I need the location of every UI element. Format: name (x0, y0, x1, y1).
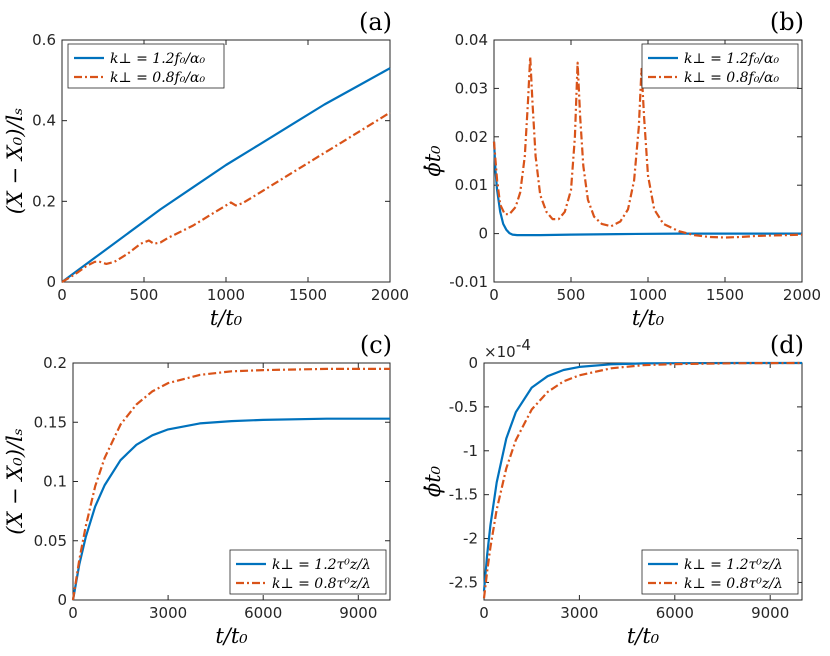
y-tick-label: 0.05 (34, 532, 67, 550)
y-tick-label: -1.5 (449, 486, 478, 504)
y-tick-label: 0.01 (455, 176, 488, 194)
y-tick-label: 0 (468, 354, 478, 372)
panel-label: (c) (360, 331, 392, 359)
x-tick-label: 1500 (706, 286, 744, 304)
x-axis-label: t/t₀ (215, 624, 248, 648)
y-tick-label: 0.15 (34, 413, 67, 431)
legend-box (67, 43, 225, 89)
y-tick-label: 0.02 (455, 128, 488, 146)
y-tick-label: -0.01 (449, 273, 488, 291)
x-tick-label: 3000 (560, 604, 598, 622)
panel-label: (b) (770, 8, 804, 36)
legend-label-2: k⊥ = 0.8f₀/α₀ (684, 70, 780, 86)
series-line-1 (71, 417, 390, 601)
y-tick-label: -2 (463, 530, 478, 548)
x-tick-label: 9000 (751, 604, 789, 622)
legend-label-2: k⊥ = 0.8f₀/α₀ (110, 70, 206, 86)
series-line-2 (482, 361, 803, 599)
panel-a: 0 500 1000 1500 2000 0 0.2 0.4 0.6 t/t₀ (X − X₀)/l… (3, 8, 409, 330)
y-tick-label: -1 (463, 442, 478, 460)
legend-label-1: k⊥ = 1.2f₀/α₀ (684, 51, 780, 67)
legend-box (229, 549, 387, 595)
x-tick-label: 1000 (207, 286, 245, 304)
x-tick-label: 0 (489, 286, 499, 304)
y-multiplier: ×10 (484, 343, 516, 361)
panel-b: 0 500 1000 1500 2000-0.0100.010.020.030.04t/… (421, 8, 821, 330)
y-tick-label: 0 (46, 273, 56, 291)
y-tick-label: 0.1 (43, 473, 67, 491)
x-axis-label: t/t₀ (210, 306, 243, 330)
panel-d: 0 3000 6000 9000 -2.5 -2 -1.5 -1 -0.5 0 t/t₀ ϕ̇t₀ (d… (421, 331, 804, 648)
y-tick-label: -0.5 (449, 398, 478, 416)
x-axis-label: t/t₀ (627, 624, 660, 648)
series-line-1 (482, 361, 802, 592)
x-tick-label: 9000 (339, 604, 377, 622)
legend: k⊥ = 1.2τ⁰z/λ k⊥ = 0.8τ⁰z/λ (229, 549, 387, 595)
y-axis-label: ϕ̇t₀ (421, 145, 445, 177)
y-tick-label: 0.2 (32, 192, 56, 210)
x-tick-label: 1500 (289, 286, 327, 304)
panel-c: 0 3000 6000 9000 0 0.05 0.1 0.15 0.2 t/t₀ (X − X₀)… (3, 331, 392, 648)
y-tick-label: 0.6 (32, 31, 56, 49)
y-tick-label: 0.03 (455, 79, 488, 97)
legend-label-2: k⊥ = 0.8τ⁰z/λ (272, 576, 371, 592)
series-line-1 (61, 67, 391, 283)
legend: k⊥ = 1.2f₀/α₀ k⊥ = 0.8f₀/α₀ (67, 43, 225, 89)
series-line-2 (61, 111, 391, 283)
x-tick-label: 0 (68, 604, 78, 622)
x-axis-label: t/t₀ (632, 306, 665, 330)
x-tick-label: 6000 (656, 604, 694, 622)
x-tick-label: 2000 (783, 286, 821, 304)
y-axis-label: ϕ̇t₀ (421, 465, 445, 497)
y-tick-label: -2.5 (449, 573, 478, 591)
series-line-2 (71, 367, 390, 601)
legend-label-1: k⊥ = 1.2τ⁰z/λ (272, 557, 371, 573)
y-tick-label: 0 (57, 591, 67, 609)
y-tick-label: 0.4 (32, 112, 56, 130)
y-axis-label: (X − X₀)/lₛ (3, 428, 27, 535)
legend-label-1: k⊥ = 1.2τ⁰z/λ (684, 557, 783, 573)
y-tick-label: 0.04 (455, 31, 488, 49)
legend-label-1: k⊥ = 1.2f₀/α₀ (110, 51, 206, 67)
series-line-2 (492, 55, 803, 239)
x-tick-label: 2000 (371, 286, 409, 304)
legend-label-2: k⊥ = 0.8τ⁰z/λ (684, 576, 783, 592)
legend: k⊥ = 1.2τ⁰z/λ k⊥ = 0.8τ⁰z/λ (641, 549, 799, 595)
panel-label: (d) (770, 331, 804, 359)
y-axis-label: (X − X₀)/lₛ (3, 108, 27, 215)
panel-label: (a) (359, 8, 392, 36)
legend-box (641, 549, 799, 595)
x-tick-label: 500 (557, 286, 586, 304)
x-tick-label: 1000 (629, 286, 667, 304)
y-tick-label: 0 (478, 225, 488, 243)
legend: k⊥ = 1.2f₀/α₀ k⊥ = 0.8f₀/α₀ (641, 43, 799, 89)
x-tick-label: 3000 (149, 604, 187, 622)
y-tick-label: 0.2 (43, 354, 67, 372)
x-tick-label: 0 (57, 286, 67, 304)
x-tick-label: 500 (130, 286, 159, 304)
x-tick-label: 0 (479, 604, 489, 622)
legend-box (641, 43, 799, 89)
x-tick-label: 6000 (244, 604, 282, 622)
y-multiplier-exponent: -4 (516, 336, 531, 354)
